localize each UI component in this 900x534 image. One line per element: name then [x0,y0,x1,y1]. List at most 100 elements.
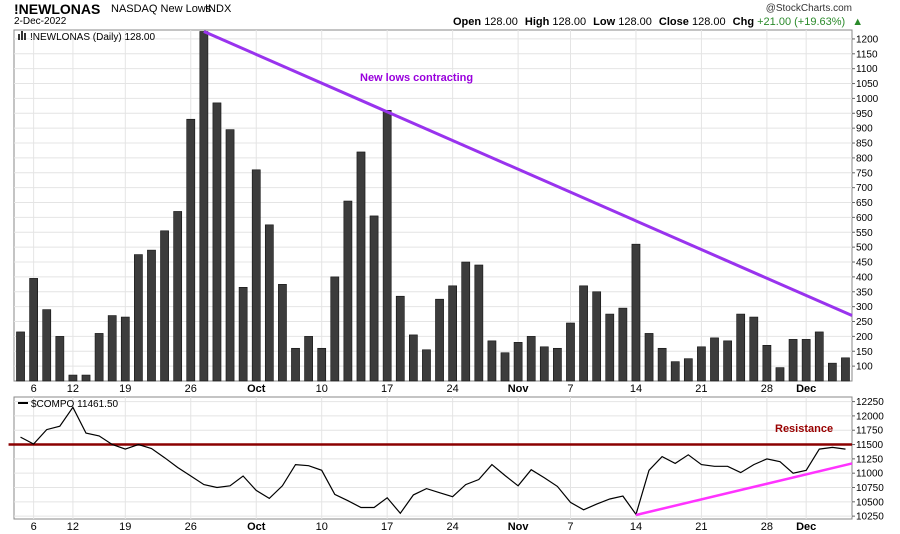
compo-legend: $COMPO 11461.50 [31,399,119,410]
bar [710,337,719,382]
open-value: 128.00 [484,16,518,28]
newlows-ytick-label: 850 [856,139,873,150]
bar [474,264,484,382]
xtick-label-top: 14 [630,383,642,395]
bar [618,307,628,382]
bar [251,169,261,382]
bar [723,340,732,382]
bar [304,336,313,382]
compo-panel: 10250 10500 10750 11000 11250 11500 11750 12000… [8,396,884,523]
xtick-label-bottom: 6 [31,521,37,533]
bar [631,243,641,382]
xtick-label-bottom: 24 [447,521,459,533]
bar [566,322,575,382]
bar [422,349,431,382]
compo-ytick-label: 11250 [856,454,884,465]
newlows-ytick-label: 300 [856,302,873,313]
newlows-ytick-label: 1100 [856,64,878,75]
newlows-ytick-label: 150 [856,347,873,358]
symbol-title: !NEWLONAS [14,1,101,17]
xtick-label-bottom: 17 [381,521,393,533]
compo-ytick-label: 12000 [856,411,884,422]
newlows-ytick-label: 700 [856,183,873,194]
bar [841,357,850,382]
bar [343,200,353,382]
bar [736,313,746,382]
xtick-label-top: Nov [508,383,530,395]
bar [291,347,300,382]
newlows-ytick-label: 950 [856,109,873,120]
newlows-ytick-label: 500 [856,243,873,254]
chart-date: 2-Dec-2022 [14,16,67,27]
legend-bars-icon [21,31,23,40]
xtick-label-top: 17 [381,383,393,395]
ohlc-readout: Open 128.00 High 128.00 Low 128.00 Close… [453,16,867,28]
bar [120,316,130,382]
bar [500,352,510,382]
open-label: Open [453,16,482,28]
bar [553,347,562,382]
bar [225,129,235,382]
bar [134,254,143,382]
bar [160,230,169,382]
downtrend-line [203,30,853,317]
newlows-ytick-label: 1050 [856,79,879,90]
bar [487,340,497,382]
bar [199,31,209,382]
bar [814,331,824,382]
annotation-resistance: Resistance [775,423,833,435]
newlows-ytick-label: 250 [856,317,873,328]
xtick-label-bottom: Oct [247,521,266,533]
bar [173,211,183,382]
xtick-label-top: 7 [567,383,573,395]
newlows-ytick-label: 600 [856,213,873,224]
newlows-ytick-label: 750 [856,168,873,179]
chg-label: Chg [732,16,755,28]
high-label: High [524,16,550,28]
compo-ytick-label: 11000 [856,469,884,480]
bar [801,339,811,382]
newlows-ytick-label: 900 [856,124,873,135]
bar [526,336,536,382]
bar [788,339,798,382]
bar [448,285,457,382]
bar [605,313,615,382]
xtick-label-bottom: Nov [508,521,530,533]
bar [55,336,65,382]
bar [828,362,837,382]
xtick-label-bottom: 26 [185,521,197,533]
xtick-label-bottom: Dec [796,521,816,533]
newlows-ytick-label: 550 [856,228,873,239]
xtick-label-top: 28 [761,383,773,395]
bar [683,358,693,382]
stockcharts-credit: @StockCharts.com [765,3,852,14]
compo-ytick-label: 11750 [856,426,884,437]
bar [68,374,78,382]
newlows-panel: 100 150 200 250 300 350 400 450 500 550 600 650 700 7… [13,29,879,382]
xtick-label-bottom: 28 [761,521,773,533]
compo-ytick-label: 10250 [856,512,884,523]
bar [409,334,418,382]
chg-value: +21.00 (+19.63%) [757,16,846,28]
compo-frame [13,396,853,520]
bar [317,347,327,382]
xtick-label-top: 10 [316,383,328,395]
xtick-label-top: 6 [31,383,37,395]
newlows-ytick-label: 200 [856,332,873,343]
bar [644,333,654,382]
bar [264,224,274,382]
xtick-label-top: 12 [67,383,79,395]
support-line [635,462,853,517]
symbol-exchange: INDX [205,3,232,15]
xtick-label-bottom: 12 [67,521,79,533]
xtick-label-top: 19 [119,383,131,395]
xtick-label-top: 21 [695,383,707,395]
bar [435,298,444,382]
xtick-label-bottom: 21 [695,521,707,533]
bar [762,345,772,382]
newlows-ytick-label: 450 [856,258,873,269]
bar [395,295,405,382]
legend-bars-icon [24,33,26,40]
compo-ytick-label: 12250 [856,397,884,408]
